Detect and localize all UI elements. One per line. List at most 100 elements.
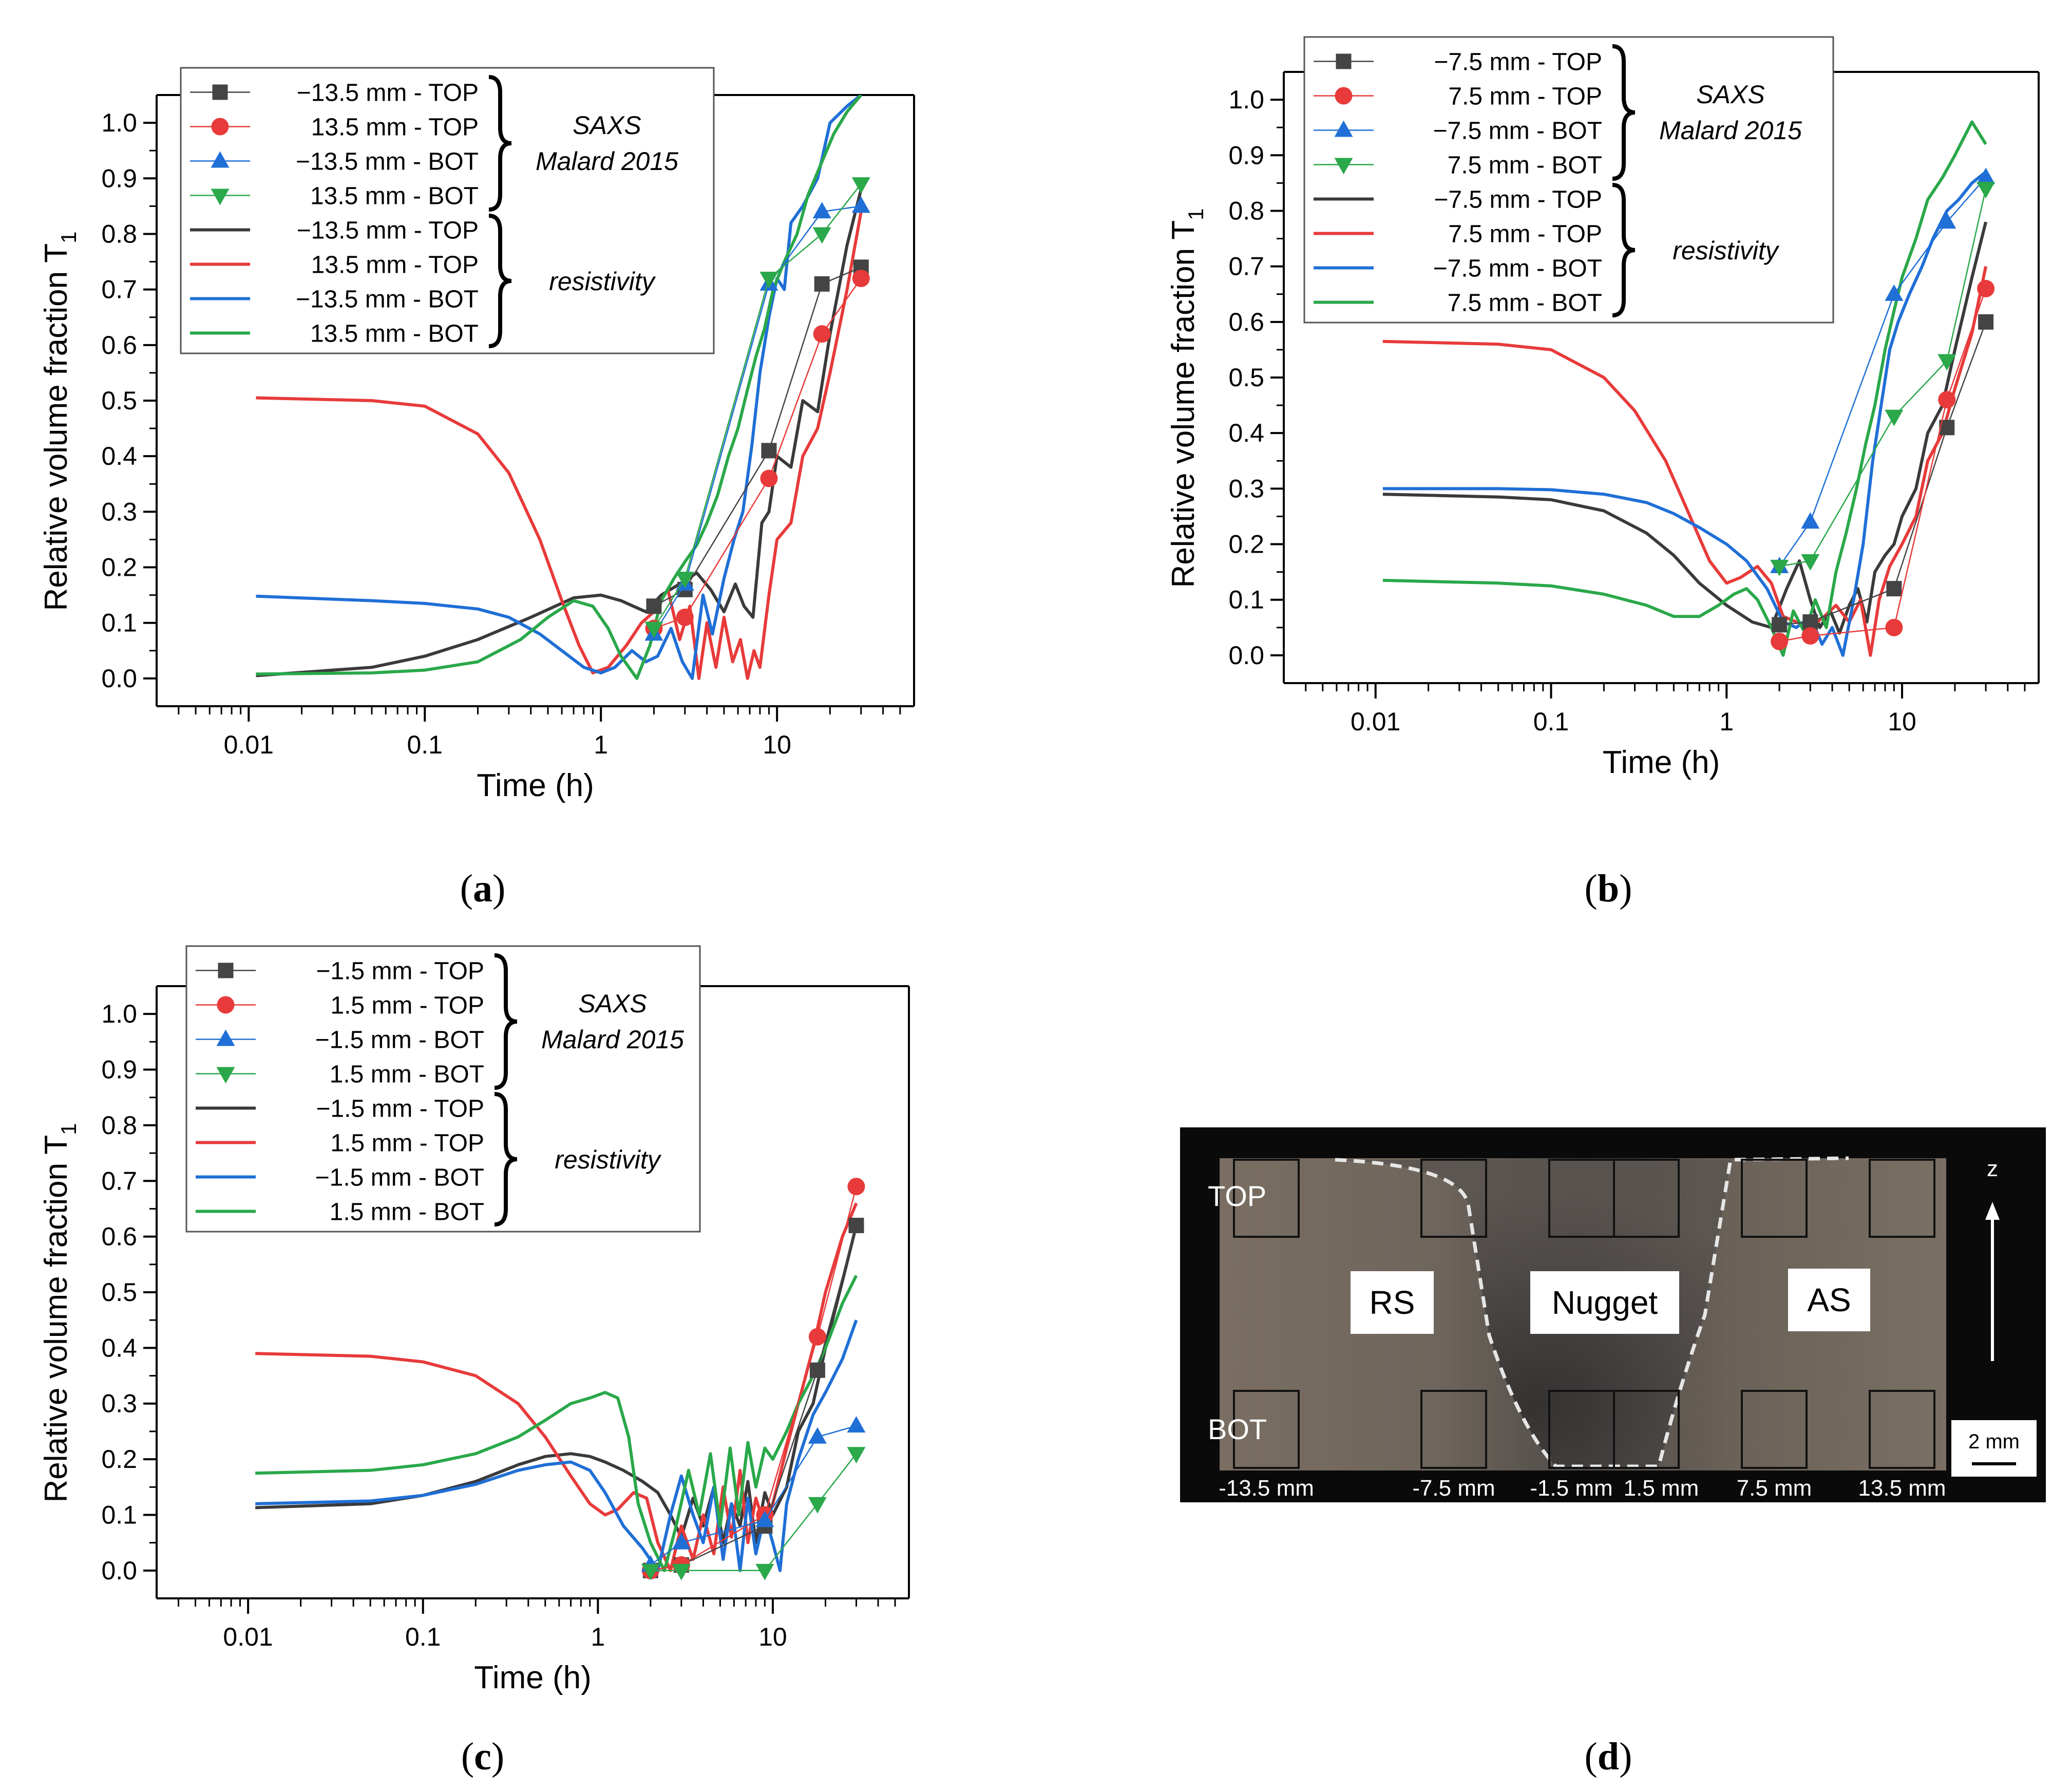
saxs-data-point (1885, 409, 1904, 426)
legend-box (1303, 36, 1834, 324)
resistivity-series-line (1382, 171, 1987, 657)
chart-panel-b: 0.01 0.1 1 10 0.0 0.1 0.2 0.3 0.4 0.5 0.6 0.7 0.8 0.9… (1166, 36, 2040, 780)
saxs-data-point (761, 443, 777, 459)
y-tick-label: 0.3 (101, 497, 137, 526)
resistivity-series-line (1382, 120, 1987, 657)
saxs-data-point (814, 276, 830, 292)
saxs-data-point (1885, 284, 1904, 301)
bot-label: BOT (1208, 1413, 1267, 1445)
resistivity-series-line (256, 95, 862, 680)
caption-c: (c) (461, 1735, 504, 1778)
y-tick-label: 0.2 (1228, 530, 1264, 559)
x-tick-label: 10 (1888, 707, 1916, 736)
x-tick-label: 1 (591, 1623, 605, 1651)
legend-marker (211, 188, 230, 205)
legend-label: 13.5 mm - BOT (310, 320, 479, 348)
measurement-boxes (1233, 1159, 1935, 1469)
y-tick-label: 0.5 (101, 386, 137, 415)
legend-label: −1.5 mm - TOP (316, 958, 484, 985)
legend-label: 7.5 mm - BOT (1448, 152, 1602, 179)
legend-brace-saxs (494, 953, 518, 1090)
resistivity-series-line (255, 1275, 858, 1572)
y-tick-label: 1.0 (101, 108, 137, 137)
saxs-data-point (1977, 279, 1995, 297)
y-tick-label: 0.8 (101, 219, 137, 248)
saxs-data-point (1885, 618, 1903, 636)
legend-marker (1335, 87, 1353, 105)
legend-group-source: Malard 2015 (1659, 116, 1802, 145)
legend-marker (212, 84, 228, 100)
legend-label: 13.5 mm - TOP (311, 114, 479, 141)
y-axis-label: Relative volume fraction T1 (39, 1123, 81, 1503)
scale-bar-label: 2 mm (1968, 1430, 2020, 1453)
z-axis-label: z (1987, 1156, 1998, 1181)
resistivity-series-line (255, 1319, 858, 1572)
legend-group-saxs: SAXS (578, 989, 647, 1018)
saxs-data-point (808, 1497, 827, 1514)
y-tick-label: 0.8 (101, 1111, 137, 1140)
y-tick-label: 0.9 (101, 1055, 137, 1084)
saxs-data-point (641, 1563, 660, 1580)
legend-marker (218, 963, 234, 978)
position-label: -7.5 mm (1412, 1476, 1495, 1501)
resistivity-series-line (256, 189, 863, 677)
saxs-data-point (760, 469, 778, 487)
saxs-data-point (644, 621, 663, 638)
saxs-data-point (851, 177, 870, 194)
x-tick-label: 0.1 (1533, 707, 1569, 736)
y-tick-label: 0.4 (101, 1333, 137, 1362)
legend-label: 1.5 mm - TOP (330, 1130, 484, 1157)
legend-label: 7.5 mm - BOT (1448, 290, 1602, 317)
y-tick-label: 0.7 (101, 1166, 137, 1195)
saxs-data-point (675, 572, 694, 589)
y-tick-label: 0.1 (101, 1500, 137, 1529)
rs-label-box (1351, 1271, 1434, 1334)
saxs-data-point (852, 270, 870, 287)
resistivity-series-line (1382, 266, 1988, 657)
saxs-data-point (812, 202, 831, 219)
y-tick-label: 0.3 (1228, 474, 1264, 503)
legend-label: −1.5 mm - BOT (315, 1027, 484, 1054)
x-axis-label: Time (h) (477, 768, 594, 803)
saxs-data-point (813, 325, 831, 343)
scale-bar-box (1951, 1420, 2037, 1477)
nugget-label-box (1530, 1271, 1679, 1334)
position-label: -1.5 mm (1530, 1476, 1612, 1501)
saxs-data-point (1977, 167, 1996, 184)
legend-label: −1.5 mm - BOT (315, 1164, 484, 1192)
legend: −7.5 mm - TOP 7.5 mm - TOP −7.5 mm - BOT 7.… (1303, 36, 1834, 324)
saxs-data-point (755, 1563, 774, 1580)
y-tick-label: 0.1 (1228, 586, 1264, 614)
caption-d: (d) (1585, 1735, 1632, 1778)
legend-label: 7.5 mm - TOP (1448, 221, 1602, 248)
position-label: -13.5 mm (1219, 1476, 1314, 1501)
position-label: 13.5 mm (1858, 1476, 1946, 1501)
saxs-data-point (848, 1217, 864, 1233)
y-tick-label: 0.0 (1228, 641, 1264, 670)
legend-label: 7.5 mm - TOP (1448, 83, 1602, 110)
position-label: 7.5 mm (1737, 1476, 1812, 1501)
saxs-data-point (1801, 554, 1820, 571)
y-tick-label: 0.3 (101, 1389, 137, 1418)
x-tick-label: 0.01 (1351, 707, 1400, 736)
plot-area (256, 95, 870, 680)
saxs-data-point (1770, 559, 1789, 576)
x-tick-label: 1 (594, 730, 608, 759)
micrograph-panel: TOP BOT RS Nugget AS z 2 mm -13.5 mm -7.… (1180, 1127, 2046, 1502)
legend-group-resistivity: resistivity (1673, 236, 1780, 265)
legend-brace-saxs (488, 75, 512, 212)
legend-label: −7.5 mm - TOP (1434, 49, 1602, 76)
y-tick-label: 1.0 (1228, 85, 1264, 114)
saxs-data-point (1937, 354, 1956, 371)
saxs-data-point (672, 1533, 691, 1550)
legend-box (180, 67, 715, 354)
rs-label: RS (1370, 1284, 1415, 1321)
legend-label: −7.5 mm - BOT (1433, 118, 1602, 145)
saxs-data-point (847, 1447, 866, 1464)
saxs-data-point (1772, 617, 1788, 633)
top-label: TOP (1208, 1180, 1266, 1212)
x-tick-label: 1 (1719, 707, 1734, 736)
saxs-data-point (1802, 614, 1818, 630)
y-tick-label: 0.6 (1228, 308, 1264, 336)
